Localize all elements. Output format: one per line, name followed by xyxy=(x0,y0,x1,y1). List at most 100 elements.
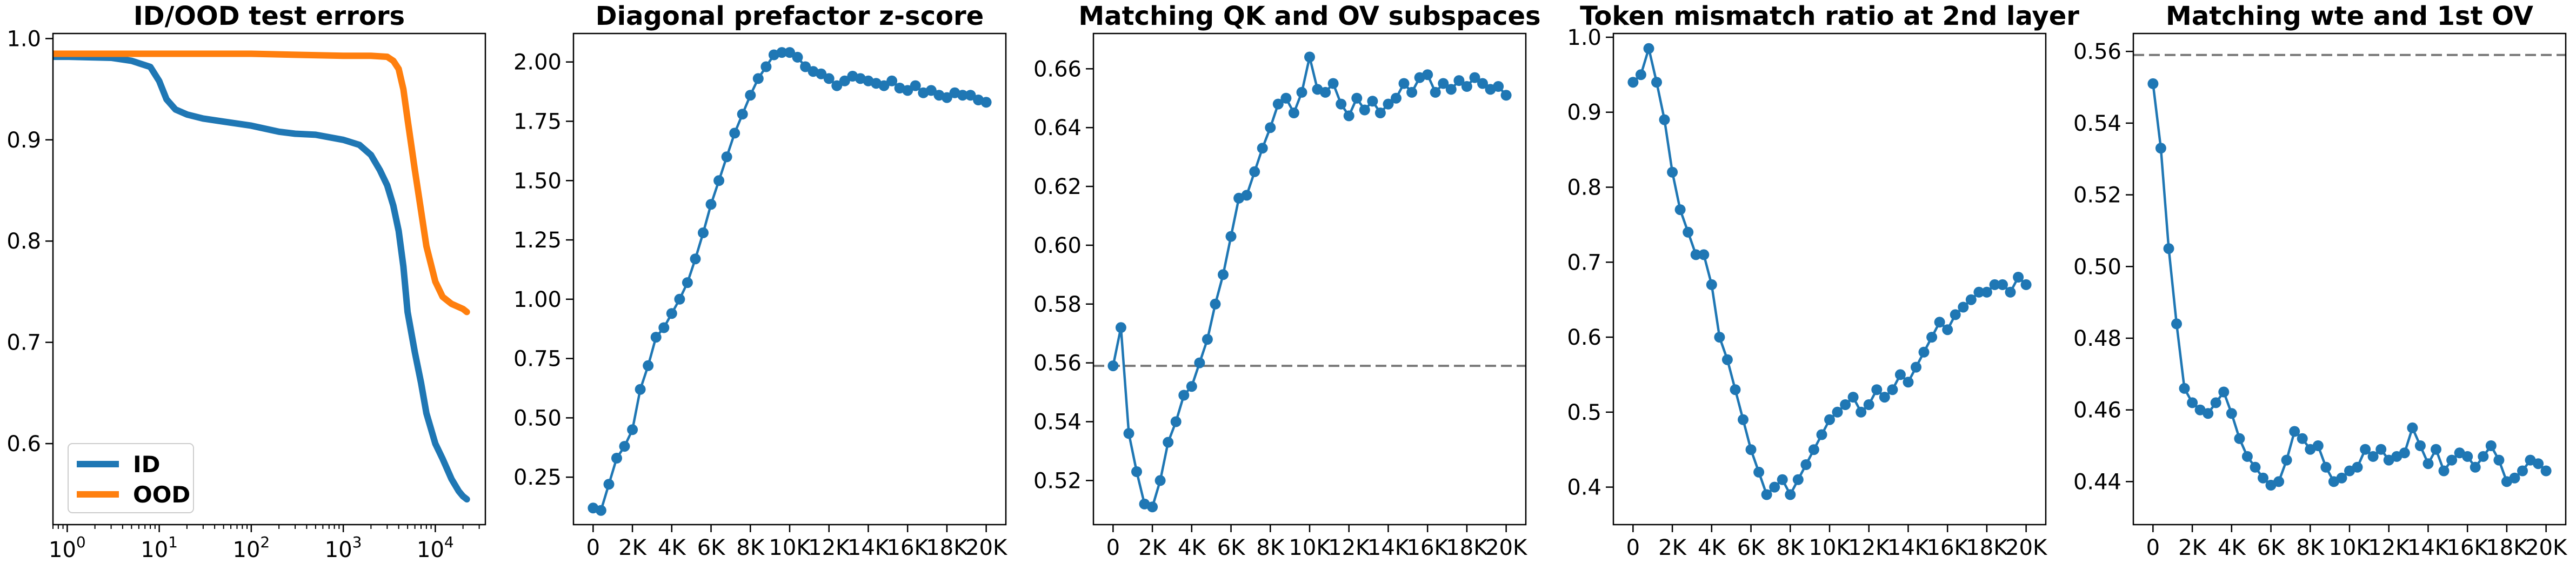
data-point xyxy=(2163,243,2174,254)
y-tick-label: 0.5 xyxy=(1567,400,1601,425)
x-tick-label-exponent: 1 xyxy=(168,533,178,551)
x-tick-label: 12K xyxy=(808,535,851,560)
x-tick-label: 20K xyxy=(2525,535,2568,560)
y-tick-label: 0.52 xyxy=(1033,468,1082,493)
y-tick-label: 0.6 xyxy=(6,432,41,457)
data-point xyxy=(941,92,952,103)
y-tick-label: 1.00 xyxy=(513,287,562,312)
data-point xyxy=(1438,78,1449,89)
x-tick-label: 103 xyxy=(325,533,362,562)
x-tick-label: 100 xyxy=(49,533,86,562)
data-point xyxy=(1698,249,1710,260)
data-point xyxy=(698,227,709,238)
data-point xyxy=(1351,92,1363,104)
x-tick-label: 12K xyxy=(1848,535,1891,560)
data-point xyxy=(2470,461,2481,473)
x-tick-label: 16K xyxy=(1927,535,1970,560)
series-line xyxy=(592,51,987,512)
x-tick-label: 6K xyxy=(2257,535,2286,560)
series-line-ood xyxy=(53,50,470,316)
y-tick-label: 1.0 xyxy=(1567,25,1601,50)
x-tick-label: 6K xyxy=(697,535,726,560)
data-point xyxy=(2399,447,2410,459)
data-point xyxy=(666,308,677,319)
y-tick-label: 0.9 xyxy=(6,128,41,153)
data-point xyxy=(1107,360,1119,372)
data-point xyxy=(2250,461,2261,473)
chart-title: Matching QK and OV subspaces xyxy=(1078,1,1540,31)
data-point xyxy=(643,360,654,371)
plot-frame xyxy=(1612,32,2047,526)
x-tick-label-base: 10 xyxy=(417,538,444,562)
data-point xyxy=(2013,272,2024,283)
x-tick-label: 14K xyxy=(847,535,890,560)
plot-frame xyxy=(2132,32,2567,526)
data-point xyxy=(1406,86,1418,98)
data-point xyxy=(1249,166,1260,177)
data-point xyxy=(1367,96,1378,107)
y-tick-label: 0.58 xyxy=(1033,292,1082,317)
data-point xyxy=(831,80,843,91)
y-tick-label: 1.50 xyxy=(513,169,562,193)
data-point xyxy=(902,85,913,96)
data-point xyxy=(690,253,701,265)
data-point xyxy=(784,47,795,58)
x-tick-label: 8K xyxy=(2296,535,2325,560)
data-point xyxy=(2289,426,2300,437)
data-point xyxy=(2218,386,2230,398)
x-tick-label: 4K xyxy=(1178,535,1206,560)
data-point xyxy=(1847,392,1859,403)
y-tick-label: 0.50 xyxy=(2073,254,2121,279)
x-tick-label: 2K xyxy=(1658,535,1687,560)
data-point xyxy=(1879,392,1890,403)
data-point xyxy=(603,479,615,490)
data-point xyxy=(1981,286,1992,298)
data-point xyxy=(1918,346,1930,358)
data-point xyxy=(1210,298,1221,310)
data-point xyxy=(713,175,725,186)
x-tick-label: 4K xyxy=(1698,535,1726,560)
data-point xyxy=(2438,465,2450,477)
y-tick-label: 0.7 xyxy=(6,331,41,356)
data-point xyxy=(1445,84,1457,95)
data-point xyxy=(957,90,968,101)
data-point xyxy=(1659,114,1670,125)
data-point xyxy=(2462,451,2473,462)
data-point xyxy=(1667,166,1678,178)
y-tick-label: 0.9 xyxy=(1567,100,1601,125)
data-point xyxy=(816,68,827,79)
x-tick-label: 10K xyxy=(2328,535,2371,560)
data-point xyxy=(1272,98,1284,110)
y-tick-label: 0.56 xyxy=(2073,39,2121,64)
series-line xyxy=(2152,83,2547,487)
x-tick-label: 18K xyxy=(926,535,969,560)
data-point xyxy=(721,151,732,163)
y-tick-label: 1.0 xyxy=(6,26,41,51)
data-point xyxy=(1194,357,1205,368)
data-point xyxy=(2258,472,2268,484)
x-tick-label-exponent: 2 xyxy=(260,533,270,551)
data-point xyxy=(682,277,693,289)
x-tick-label: 8K xyxy=(736,535,765,560)
data-point xyxy=(1800,459,1812,470)
series-line xyxy=(1632,47,2027,496)
data-point xyxy=(2352,461,2363,473)
x-tick-label: 102 xyxy=(233,533,270,562)
data-point xyxy=(2485,440,2497,451)
y-tick-label: 0.60 xyxy=(1033,233,1082,258)
data-point xyxy=(925,85,937,96)
x-tick-label: 8K xyxy=(1776,535,1805,560)
x-tick-label: 10K xyxy=(1808,535,1851,560)
plot-frame xyxy=(52,32,486,526)
data-point xyxy=(1461,81,1472,92)
data-point xyxy=(1690,249,1701,260)
x-tick-label: 20K xyxy=(1485,535,1528,560)
data-point xyxy=(1398,78,1410,89)
data-point xyxy=(1871,384,1883,395)
data-point xyxy=(2336,472,2347,484)
data-point xyxy=(1761,489,1772,500)
data-point xyxy=(1627,77,1639,88)
data-point xyxy=(1651,77,1662,88)
data-point xyxy=(980,97,992,108)
data-point xyxy=(1887,384,1898,395)
